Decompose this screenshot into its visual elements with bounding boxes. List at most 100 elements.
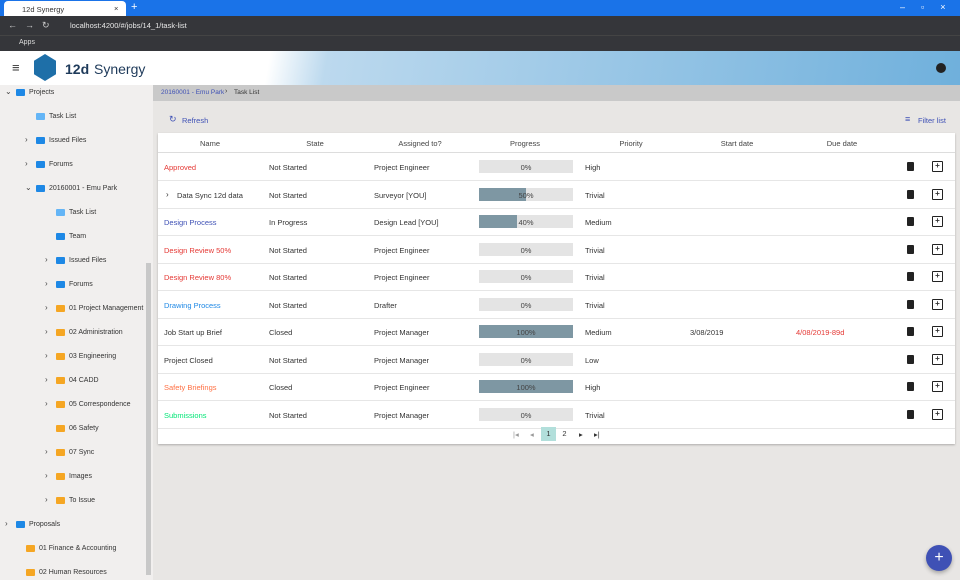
tree-toggle[interactable]: ›: [45, 447, 48, 456]
tree-item[interactable]: 07 Sync: [69, 449, 95, 456]
task-name[interactable]: Drawing Process: [164, 300, 221, 310]
delete-button[interactable]: [907, 162, 914, 171]
menu-button[interactable]: ≡: [12, 60, 20, 75]
copy-button[interactable]: +: [932, 326, 943, 337]
delete-button[interactable]: [907, 382, 914, 391]
task-name[interactable]: Submissions: [164, 410, 207, 420]
task-name[interactable]: Data Sync 12d data: [177, 190, 243, 200]
page-number[interactable]: 1: [541, 427, 556, 441]
delete-button[interactable]: [907, 217, 914, 226]
copy-button[interactable]: +: [932, 298, 943, 310]
delete-button[interactable]: [907, 409, 914, 419]
tree-toggle[interactable]: ›: [25, 135, 28, 144]
tree-item[interactable]: 20160001 - Emu Park: [49, 185, 118, 192]
tree-item[interactable]: Proposals: [29, 521, 61, 528]
tree-toggle[interactable]: ›: [45, 399, 48, 408]
delete-button[interactable]: [907, 327, 914, 336]
copy-button[interactable]: +: [932, 381, 943, 392]
delete-button[interactable]: [907, 272, 914, 281]
window-controls[interactable]: –▫×: [900, 2, 960, 12]
refresh-button[interactable]: Refresh: [182, 116, 209, 125]
tree-item[interactable]: Task List: [49, 113, 77, 120]
delete-button[interactable]: [907, 189, 914, 199]
row-expand[interactable]: ›: [166, 189, 169, 199]
task-state: Closed: [269, 383, 293, 392]
task-name[interactable]: Approved: [164, 163, 197, 172]
tree-item[interactable]: Images: [69, 473, 92, 480]
page-prev[interactable]: ◂: [530, 430, 534, 439]
page-first[interactable]: |◂: [513, 430, 519, 439]
tree-item[interactable]: 05 Correspondence: [69, 401, 131, 408]
tree-item[interactable]: Projects: [29, 89, 55, 96]
delete-button[interactable]: [907, 299, 914, 309]
tree-toggle[interactable]: ›: [5, 519, 8, 528]
copy-button[interactable]: +: [932, 216, 943, 227]
tree-toggle[interactable]: ›: [45, 471, 48, 480]
tree-toggle[interactable]: ›: [45, 303, 48, 312]
page-number[interactable]: 2: [562, 429, 567, 438]
progress-label: 0%: [520, 163, 532, 172]
copy-button[interactable]: +: [932, 408, 943, 420]
task-name[interactable]: Design Process: [164, 218, 217, 227]
copy-button[interactable]: +: [932, 243, 943, 255]
task-name[interactable]: Design Review 50%: [164, 245, 232, 255]
task-name[interactable]: Design Review 80%: [164, 273, 232, 282]
tree-item[interactable]: 02 Human Resources: [39, 569, 107, 576]
column-header[interactable]: Progress: [509, 139, 540, 148]
column-header[interactable]: Priority: [619, 139, 643, 148]
tree-item[interactable]: 02 Administration: [69, 329, 123, 336]
tree-item[interactable]: 01 Project Management: [69, 305, 144, 312]
tree-toggle[interactable]: ›: [45, 351, 48, 360]
tree-item[interactable]: Task List: [69, 209, 97, 216]
tree-toggle[interactable]: ›: [45, 279, 48, 288]
url[interactable]: localhost:4200/#/jobs/14_1/task-list: [70, 21, 187, 30]
tree-item[interactable]: Forums: [69, 281, 93, 288]
tree-toggle[interactable]: ›: [25, 159, 28, 168]
filter-icon[interactable]: ≡: [905, 114, 911, 124]
tree-toggle[interactable]: ⌄: [5, 87, 12, 96]
tree-item[interactable]: 06 Safety: [69, 425, 99, 432]
table-row: [158, 373, 955, 401]
new-tab[interactable]: +: [131, 1, 138, 13]
page-last[interactable]: ▸|: [594, 430, 600, 439]
nav-buttons[interactable]: ←→↻: [8, 20, 58, 30]
tree-item[interactable]: 01 Finance & Accounting: [39, 545, 117, 552]
column-header[interactable]: Due date: [826, 139, 858, 148]
task-name[interactable]: Project Closed: [164, 355, 213, 365]
page-next[interactable]: ▸: [579, 430, 583, 439]
copy-button[interactable]: +: [932, 161, 943, 172]
tree-toggle[interactable]: ›: [45, 255, 48, 264]
bookmark[interactable]: Apps: [19, 39, 35, 46]
breadcrumb-link[interactable]: 20160001 - Emu Park: [161, 89, 225, 96]
tree-toggle[interactable]: ›: [45, 375, 48, 384]
add-fab[interactable]: +: [926, 545, 952, 571]
tree-toggle[interactable]: ⌄: [25, 183, 32, 192]
task-name[interactable]: Job Start up Brief: [164, 328, 222, 337]
task-name[interactable]: Safety Briefings: [164, 383, 217, 392]
tree-icon: [26, 545, 35, 552]
tree-item[interactable]: 03 Engineering: [69, 353, 117, 360]
tree-item[interactable]: Forums: [49, 161, 73, 168]
delete-button[interactable]: [907, 244, 914, 254]
copy-button[interactable]: +: [932, 353, 943, 365]
delete-button[interactable]: [907, 354, 914, 364]
tree-item[interactable]: 04 CADD: [69, 377, 99, 384]
task-table: Name State Assigned to? Progress Priority Sta…: [158, 133, 955, 444]
tree-toggle[interactable]: ›: [45, 495, 48, 504]
copy-button[interactable]: +: [932, 188, 943, 200]
tree-item[interactable]: To Issue: [69, 497, 96, 504]
tree-item[interactable]: Issued Files: [49, 137, 87, 144]
tree-toggle[interactable]: ›: [45, 327, 48, 336]
filter-button[interactable]: Filter list: [918, 116, 946, 125]
column-header[interactable]: Assigned to?: [398, 139, 442, 148]
refresh-icon[interactable]: ↻: [169, 114, 177, 124]
tree-item[interactable]: Team: [69, 233, 87, 240]
column-header[interactable]: Start date: [720, 139, 754, 148]
tab-close[interactable]: ×: [114, 4, 119, 13]
copy-button[interactable]: +: [932, 271, 943, 282]
column-header[interactable]: Name: [199, 139, 220, 148]
column-header[interactable]: State: [306, 139, 324, 148]
tree-item[interactable]: Issued Files: [69, 257, 107, 264]
tab[interactable]: 12d Synergy ×: [4, 1, 126, 16]
account-icon[interactable]: [936, 63, 946, 73]
